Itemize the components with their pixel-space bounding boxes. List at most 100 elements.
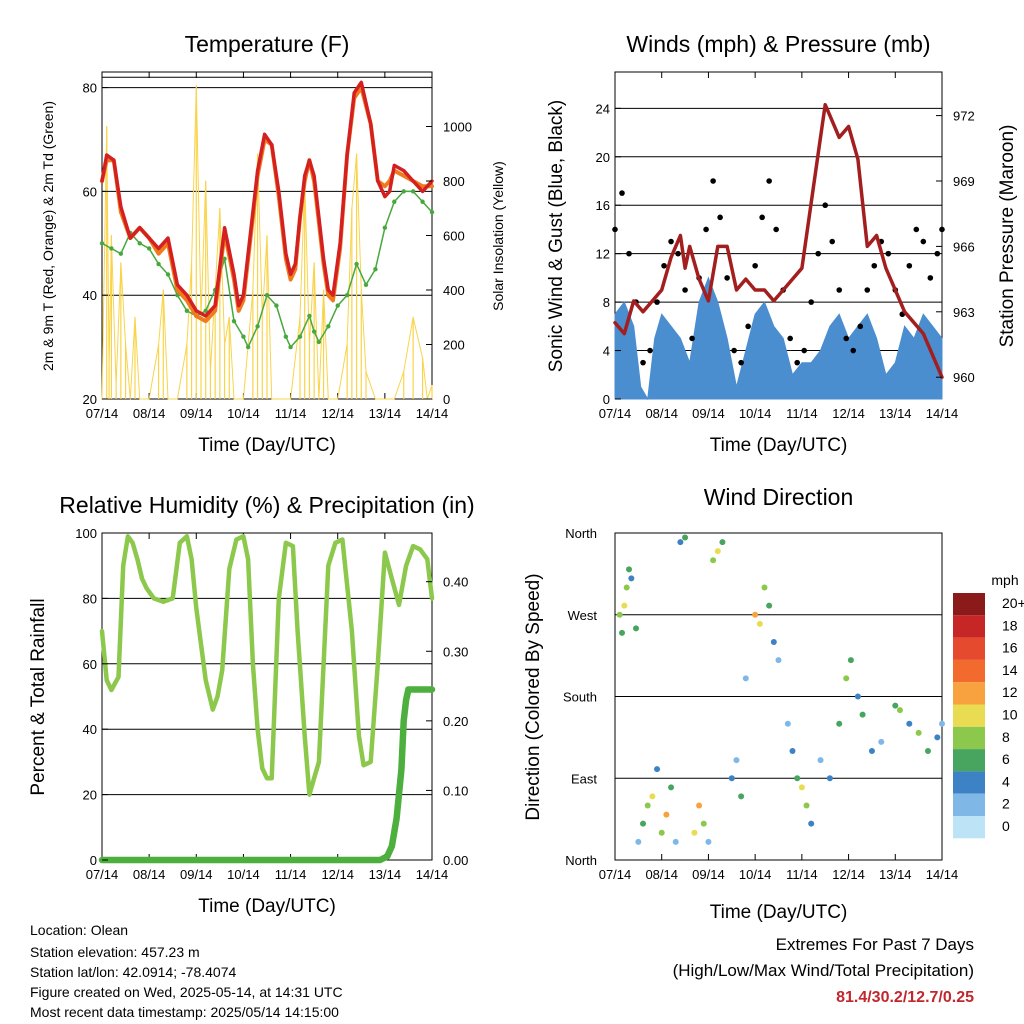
wind-direction-point [623, 584, 630, 591]
wind-direction-point [794, 775, 801, 782]
humidity-ytick-label: 80 [83, 591, 97, 606]
temperature-xlabel: Time (Day/UTC) [198, 435, 336, 456]
humidity-ytick-right-label: 0.20 [443, 714, 468, 729]
winds-series-gust-point [759, 214, 765, 221]
winds-series-gust-point [857, 323, 864, 330]
winds-series-gust-point [626, 250, 632, 257]
winds-ytick-label: 24 [596, 101, 610, 116]
winds-series-gust-point [934, 250, 941, 257]
wind-direction-ytick-label: East [571, 771, 597, 786]
winds-xtick-label: 08/14 [645, 406, 678, 421]
winds-ytick-label: 16 [596, 198, 610, 213]
humidity-xtick-label: 12/14 [321, 867, 354, 882]
humidity-xtick-label: 10/14 [227, 867, 260, 882]
winds-series-gust-point [864, 287, 871, 293]
wind-direction-point [619, 629, 626, 636]
humidity-ytick-label: 0 [90, 853, 97, 868]
wind-direction-point [906, 720, 913, 727]
winds-xtick-label: 14/14 [926, 406, 959, 421]
humidity-xtick-label: 07/14 [86, 867, 119, 882]
wind-direction-point [934, 734, 941, 741]
winds-ytick-label: 20 [596, 150, 610, 165]
wind-direction-point [696, 802, 703, 809]
wind-direction-point [766, 602, 773, 609]
wind-direction-point [836, 720, 843, 727]
winds-series-pressure [613, 102, 944, 379]
winds-xtick-label: 12/14 [832, 406, 865, 421]
winds-ytick-right-label: 972 [953, 109, 975, 124]
temperature-xtick-label: 13/14 [369, 406, 402, 421]
wind-direction-point [633, 625, 640, 632]
winds-series-gust-point [766, 178, 772, 184]
winds-series-gust-point [745, 323, 751, 330]
winds-series-gust-point [836, 287, 843, 293]
temperature-ytick-label: 20 [83, 392, 97, 407]
wind-direction-ytick-label: South [563, 690, 597, 705]
winds-series-gust-point [619, 190, 625, 196]
humidity-ytick-label: 60 [83, 657, 97, 672]
winds-xtick-label: 07/14 [599, 406, 632, 421]
wind-direction-point [663, 811, 670, 818]
wind-direction-legend-label: 8 [1002, 729, 1010, 745]
wind-direction-point [770, 639, 777, 645]
winds-xlabel: Time (Day/UTC) [710, 435, 848, 456]
wind-direction-ytick-label: North [565, 526, 597, 541]
wind-direction-point [859, 711, 866, 718]
wind-direction-point [738, 793, 745, 800]
wind-direction-legend-swatch [953, 615, 985, 638]
wind-direction-point [719, 539, 726, 546]
winds-series-gust-point [787, 335, 793, 342]
winds-ylabel-right: Station Pressure (Maroon) [997, 125, 1018, 348]
extremes-values: 81.4/30.2/12.7/0.25 [836, 989, 974, 1006]
wind-direction-xtick-label: 11/14 [786, 867, 818, 882]
wind-direction-point [826, 775, 833, 782]
winds-series-gust-point [731, 347, 737, 354]
winds-series-gust-point [843, 335, 850, 342]
wind-direction-point [649, 793, 656, 800]
wind-direction-point [616, 611, 623, 618]
winds-series-gust-point [724, 275, 730, 281]
temperature-ylabel-right: Solar Insolation (Yellow) [490, 161, 506, 311]
winds-series-gust-point [927, 275, 934, 281]
wind-direction-legend-swatch [953, 771, 985, 794]
temperature-xtick-label: 11/14 [275, 406, 307, 421]
temperature-xtick-label: 07/14 [86, 406, 119, 421]
winds-series-sonic-wind [614, 276, 943, 401]
humidity-ytick-right-label: 0.10 [443, 783, 468, 798]
wind-direction-point [640, 820, 647, 827]
winds-series-gust-point [920, 238, 927, 245]
wind-direction-legend-swatch [953, 593, 985, 616]
humidity-ytick-right-label: 0.30 [443, 644, 468, 659]
wind-direction-point [789, 748, 796, 754]
wind-direction-ylabel: Direction (Colored By Speed) [523, 573, 544, 820]
winds-series-gust-point [808, 299, 814, 305]
temperature-ylabel: 2m & 9m T (Red, Orange) & 2m Td (Green) [40, 101, 56, 371]
wind-direction-xtick-label: 08/14 [645, 867, 678, 882]
winds-ytick-label: 4 [603, 344, 610, 359]
humidity-xtick-label: 09/14 [180, 867, 213, 882]
wind-direction-point [775, 657, 782, 664]
winds-series-gust-point [717, 214, 723, 221]
wind-direction-point [798, 784, 805, 791]
wind-direction-xtick-label: 07/14 [599, 867, 632, 882]
wind-direction-point [924, 748, 931, 754]
winds-series-gust-point [822, 202, 829, 209]
wind-direction-point [892, 702, 899, 709]
winds-series-gust-point [612, 226, 618, 233]
temperature-ytick-right-label: 400 [443, 283, 465, 298]
winds-series-gust-point [738, 359, 744, 366]
wind-direction-point [817, 757, 824, 764]
humidity-ytick-label: 100 [75, 526, 97, 541]
winds-series-gust-point [689, 335, 695, 342]
winds-series-gust-point [906, 262, 913, 269]
wind-direction-legend-label: 18 [1002, 617, 1018, 633]
winds-ytick-right-label: 963 [953, 305, 975, 320]
wind-direction-point [658, 829, 665, 836]
wind-direction-xlabel: Time (Day/UTC) [710, 902, 848, 923]
winds-ytick-right-label: 966 [953, 239, 975, 254]
temperature-series-dewpoint [101, 190, 433, 348]
temperature-series-2m-t [100, 80, 434, 318]
humidity-series-rh [99, 534, 435, 797]
wind-direction-point [847, 657, 854, 664]
wind-direction-legend-label: 10 [1002, 707, 1018, 723]
